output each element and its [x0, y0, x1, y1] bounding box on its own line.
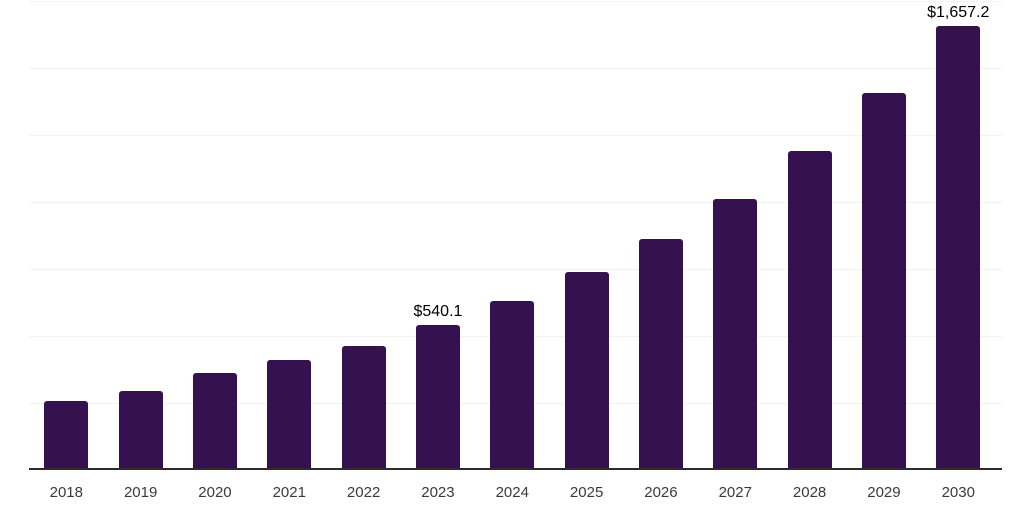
bar-2028	[787, 151, 832, 470]
gridline	[29, 202, 1002, 203]
bar-2026	[638, 238, 683, 470]
gridline	[29, 269, 1002, 270]
x-tick-label-2027: 2027	[718, 484, 752, 501]
bar-2021	[267, 359, 312, 470]
bar-2025	[564, 272, 609, 470]
x-tick-label-2029: 2029	[867, 484, 901, 501]
bar-2027	[713, 199, 758, 470]
x-axis-line	[29, 468, 1002, 470]
x-tick-label-2023: 2023	[421, 484, 455, 501]
x-tick-label-2020: 2020	[198, 484, 232, 501]
bar-2020	[192, 372, 237, 470]
bar-2029	[861, 93, 906, 470]
gridline	[29, 68, 1002, 69]
data-label-2023: $540.1	[413, 303, 463, 321]
x-tick-label-2019: 2019	[123, 484, 158, 501]
x-tick-label-2028: 2028	[792, 484, 827, 501]
bar-2030	[936, 25, 981, 470]
x-tick-label-2021: 2021	[272, 484, 306, 501]
x-tick-label-2022: 2022	[346, 484, 381, 501]
gridline	[29, 1, 1002, 2]
bar-2019	[118, 390, 163, 470]
x-tick-label-2018: 2018	[49, 484, 83, 501]
x-tick-label-2026: 2026	[644, 484, 678, 501]
data-label-2030: $1,657.2	[927, 3, 990, 21]
bar-2018	[44, 401, 89, 470]
x-tick-label-2030: 2030	[941, 484, 975, 501]
bar-2023	[415, 325, 460, 470]
x-tick-label-2024: 2024	[495, 484, 529, 501]
bar-2022	[341, 345, 386, 470]
gridline	[29, 135, 1002, 136]
x-tick-label-2025: 2025	[569, 484, 604, 501]
bar-2024	[490, 300, 535, 470]
